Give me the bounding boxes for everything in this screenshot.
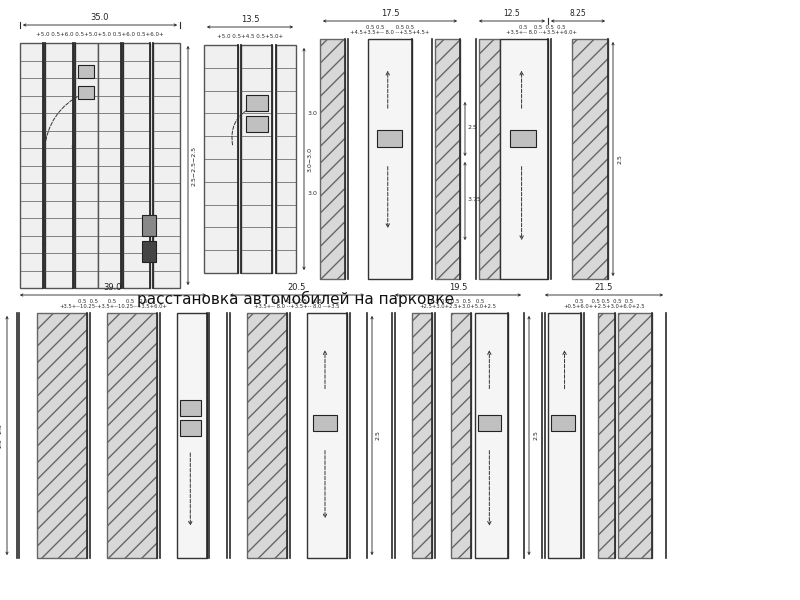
Bar: [142, 241, 156, 262]
Bar: [78, 86, 94, 99]
Text: +5.0 0.5+6.0 0.5+5.0+5.0 0.5+6.0 0.5+6.0+: +5.0 0.5+6.0 0.5+5.0+5.0 0.5+6.0 0.5+6.0…: [36, 31, 164, 37]
Text: 17.5: 17.5: [381, 10, 399, 19]
Text: 13.5: 13.5: [241, 16, 259, 25]
Text: расстановка автомобилей на парковке: расстановка автомобилей на парковке: [138, 291, 454, 307]
Bar: [551, 415, 574, 431]
Bar: [45, 43, 73, 288]
Bar: [320, 39, 346, 279]
Bar: [572, 39, 608, 279]
Text: 21.5: 21.5: [595, 283, 613, 292]
Bar: [500, 39, 548, 279]
Text: 0.5 0.5 0.5  0.5   0.5
+2.5+3.0+2.5+3.0+5.0+2.5: 0.5 0.5 0.5 0.5 0.5 +2.5+3.0+2.5+3.0+5.0…: [419, 299, 497, 310]
Bar: [313, 415, 337, 431]
Bar: [618, 313, 652, 558]
Bar: [246, 95, 267, 111]
Bar: [307, 313, 347, 558]
Text: 20.5: 20.5: [288, 283, 306, 292]
Text: 2.5−2.5: 2.5−2.5: [0, 423, 3, 448]
Bar: [37, 313, 87, 558]
Text: 39.0: 39.0: [104, 283, 122, 292]
Bar: [107, 313, 158, 558]
Bar: [479, 39, 500, 279]
Text: 3.0−3.0: 3.0−3.0: [308, 146, 313, 172]
Text: 2.5: 2.5: [376, 431, 381, 440]
Bar: [378, 130, 402, 147]
Bar: [75, 43, 98, 288]
Bar: [510, 130, 536, 147]
Bar: [479, 39, 500, 279]
Text: 0.5     0.5 0.5  0.5  0.5
+0.5+6.0++2.5+3.0+6.0+2.5: 0.5 0.5 0.5 0.5 0.5 +0.5+6.0++2.5+3.0+6.…: [563, 299, 645, 310]
Bar: [474, 313, 507, 558]
Bar: [435, 39, 460, 279]
Text: 3.0: 3.0: [308, 191, 318, 196]
Text: +5.0 0.5+4.5 0.5+5.0+: +5.0 0.5+4.5 0.5+5.0+: [217, 34, 283, 38]
Bar: [180, 419, 201, 436]
Bar: [180, 400, 201, 416]
Text: 2.5−2.5−2.5: 2.5−2.5−2.5: [192, 145, 197, 185]
Text: 0.5  0.5      0.5      0.5   0.5
+3.5+--10.25-+3.5+--10.25--+3.5+6.0+: 0.5 0.5 0.5 0.5 0.5 +3.5+--10.25-+3.5+--…: [59, 299, 167, 310]
Bar: [598, 313, 615, 558]
Bar: [435, 39, 460, 279]
Bar: [598, 313, 615, 558]
Bar: [548, 313, 582, 558]
Bar: [123, 43, 150, 288]
Text: 2.5: 2.5: [617, 154, 622, 164]
Bar: [204, 45, 238, 273]
Bar: [20, 43, 43, 288]
Bar: [177, 313, 206, 558]
Bar: [572, 39, 608, 279]
Bar: [275, 45, 296, 273]
Bar: [153, 43, 180, 288]
Bar: [451, 313, 471, 558]
Text: 3.75: 3.75: [468, 197, 482, 202]
Bar: [412, 313, 432, 558]
Text: 0.5    0.5  0.5  0.5
+3.5+-- 8.0 --+3.5++6.0+: 0.5 0.5 0.5 0.5 +3.5+-- 8.0 --+3.5++6.0+: [506, 25, 578, 35]
Text: 0.5 0.5       0.5 0.5
+4.5+3.5+-- 8.0 --+3.5+4.5+: 0.5 0.5 0.5 0.5 +4.5+3.5+-- 8.0 --+3.5+4…: [350, 25, 430, 35]
Text: 19.5: 19.5: [449, 283, 467, 292]
Text: 0.5    0.5  0.5    0.5
+3.5+-- 8.0 --+3.5+-- 8.0 --+3.5: 0.5 0.5 0.5 0.5 +3.5+-- 8.0 --+3.5+-- 8.…: [254, 299, 340, 310]
Bar: [320, 39, 346, 279]
Text: 8.25: 8.25: [570, 10, 586, 19]
Text: 35.0: 35.0: [90, 13, 110, 22]
Text: 2.5: 2.5: [533, 431, 538, 440]
Text: 12.5: 12.5: [504, 10, 520, 19]
Bar: [368, 39, 413, 279]
Bar: [451, 313, 471, 558]
Bar: [247, 313, 287, 558]
Text: 3.0: 3.0: [308, 111, 318, 116]
Bar: [247, 313, 287, 558]
Bar: [142, 214, 156, 235]
Bar: [618, 313, 652, 558]
Bar: [478, 415, 501, 431]
Bar: [246, 116, 267, 131]
Bar: [78, 65, 94, 78]
Bar: [37, 313, 87, 558]
Bar: [242, 45, 272, 273]
Bar: [412, 313, 432, 558]
Bar: [98, 43, 121, 288]
Text: 2.5: 2.5: [468, 125, 478, 130]
Bar: [107, 313, 158, 558]
